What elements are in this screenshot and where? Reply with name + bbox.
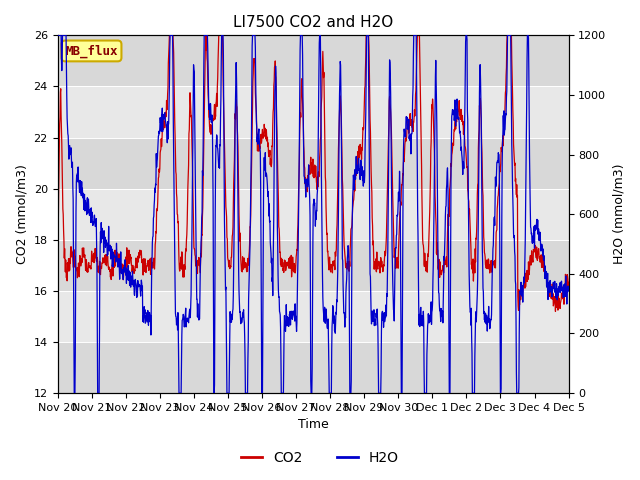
Y-axis label: CO2 (mmol/m3): CO2 (mmol/m3) bbox=[15, 164, 28, 264]
Bar bbox=[58, 291, 568, 342]
Legend: CO2, H2O: CO2, H2O bbox=[236, 445, 404, 471]
Bar bbox=[58, 138, 568, 189]
Bar bbox=[58, 342, 568, 393]
Text: MB_flux: MB_flux bbox=[65, 44, 118, 58]
Y-axis label: H2O (mmol/m3): H2O (mmol/m3) bbox=[612, 164, 625, 264]
Bar bbox=[58, 189, 568, 240]
Bar bbox=[58, 36, 568, 86]
Bar bbox=[58, 240, 568, 291]
X-axis label: Time: Time bbox=[298, 419, 328, 432]
Bar bbox=[58, 86, 568, 138]
Title: LI7500 CO2 and H2O: LI7500 CO2 and H2O bbox=[233, 15, 393, 30]
